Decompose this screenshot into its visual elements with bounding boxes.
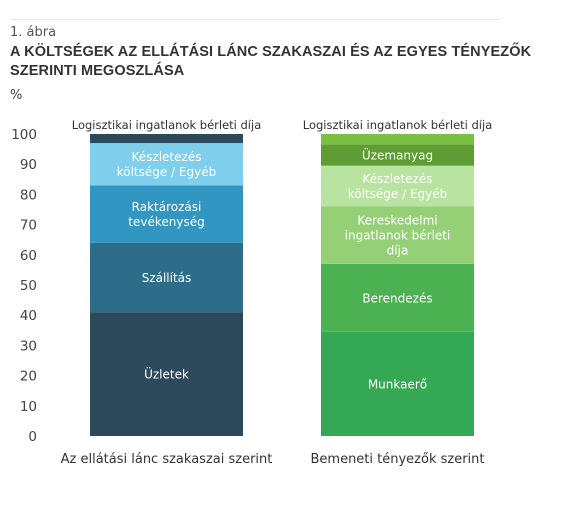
y-tick-label: 20 xyxy=(20,369,37,385)
y-tick-label: 0 xyxy=(28,429,37,445)
bar-segment xyxy=(321,165,474,207)
segment-label: Szállítás xyxy=(142,271,192,285)
x-category-label: Az ellátási lánc szakaszai szerint xyxy=(61,452,273,467)
segment-label: Készletezés költsége / Egyéb xyxy=(348,172,448,201)
segment-label: Készletezés költsége / Egyéb xyxy=(117,150,217,179)
bar-segment xyxy=(90,143,243,186)
bar-segment xyxy=(90,134,243,144)
bar-segment xyxy=(321,144,474,166)
x-category-label: Bemeneti tényezők szerint xyxy=(310,452,484,467)
segment-label: Munkaerő xyxy=(368,377,427,391)
y-tick-label: 60 xyxy=(20,248,37,264)
bar-segment xyxy=(90,312,243,436)
y-tick-label: 90 xyxy=(20,157,37,173)
y-tick-label: 70 xyxy=(20,218,37,234)
segment-label: Berendezés xyxy=(362,291,432,305)
bar-segment xyxy=(90,242,243,313)
bar-segment xyxy=(321,263,474,332)
bar-top-label: Logisztikai ingatlanok bérleti díja xyxy=(72,118,262,132)
bar-segment xyxy=(321,134,474,145)
segment-label: Kereskedelmi ingatlanok bérleti díja xyxy=(345,214,451,258)
bar-segment xyxy=(90,185,243,243)
figure-label: 1. ábra xyxy=(10,25,57,40)
chart-title: A KÖLTSÉGEK AZ ELLÁTÁSI LÁNC SZAKASZAI É… xyxy=(10,44,532,79)
bar-segment xyxy=(321,331,474,436)
y-tick-label: 80 xyxy=(20,187,37,203)
y-tick-label: 40 xyxy=(20,308,37,324)
y-axis-unit: % xyxy=(10,88,23,103)
segment-label: Üzemanyag xyxy=(362,147,433,163)
y-tick-label: 50 xyxy=(20,278,37,294)
bar-top-label: Logisztikai ingatlanok bérleti díja xyxy=(303,118,493,132)
y-tick-label: 30 xyxy=(20,338,37,354)
y-tick-label: 100 xyxy=(11,127,37,143)
segment-label: Raktározási tevékenység xyxy=(128,200,204,229)
bar-segment xyxy=(321,206,474,264)
segment-label: Üzletek xyxy=(144,366,189,382)
y-tick-label: 10 xyxy=(20,399,37,415)
top-rule xyxy=(10,19,500,20)
